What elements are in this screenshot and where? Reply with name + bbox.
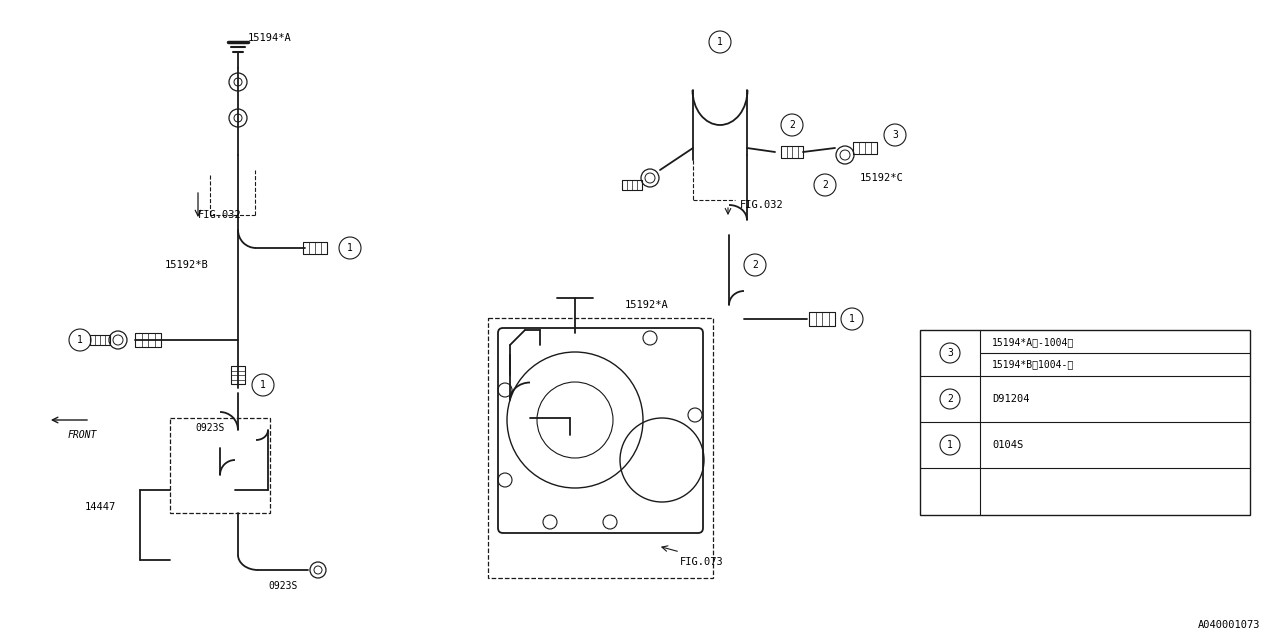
Bar [90,335,110,345]
Bar [781,146,803,158]
Text: 2: 2 [947,394,952,404]
Text: 1: 1 [77,335,83,345]
Text: 15194*A（-1004）: 15194*A（-1004） [992,337,1074,347]
Bar [852,142,877,154]
Text: 3: 3 [947,348,952,358]
Text: D91204: D91204 [992,394,1029,404]
Text: FRONT: FRONT [68,430,97,440]
Bar [303,242,326,254]
Text: 15192*A: 15192*A [625,300,668,310]
Text: 1: 1 [347,243,353,253]
Bar [134,333,161,347]
Bar [622,180,643,190]
Bar [170,418,270,513]
Bar [488,318,713,578]
Bar [920,330,1251,515]
Text: 15192*B: 15192*B [165,260,209,270]
Text: 15194*B（1004-）: 15194*B（1004-） [992,359,1074,369]
Text: 2: 2 [822,180,828,190]
Text: 0104S: 0104S [992,440,1023,450]
Text: 2: 2 [788,120,795,130]
Text: 14447: 14447 [84,502,116,512]
Text: 0923S: 0923S [268,581,297,591]
Text: FIG.073: FIG.073 [680,557,723,567]
Text: 15192*C: 15192*C [860,173,904,183]
Text: 15194*A: 15194*A [248,33,292,43]
Text: 1: 1 [849,314,855,324]
Text: 1: 1 [947,440,952,450]
Text: FIG.032: FIG.032 [740,200,783,210]
Text: 1: 1 [260,380,266,390]
Bar [809,312,835,326]
Bar [230,366,244,384]
Text: A040001073: A040001073 [1198,620,1260,630]
Text: 3: 3 [892,130,899,140]
Text: 0923S: 0923S [195,423,224,433]
Text: 1: 1 [717,37,723,47]
Text: 2: 2 [753,260,758,270]
Text: FIG.032: FIG.032 [198,210,242,220]
